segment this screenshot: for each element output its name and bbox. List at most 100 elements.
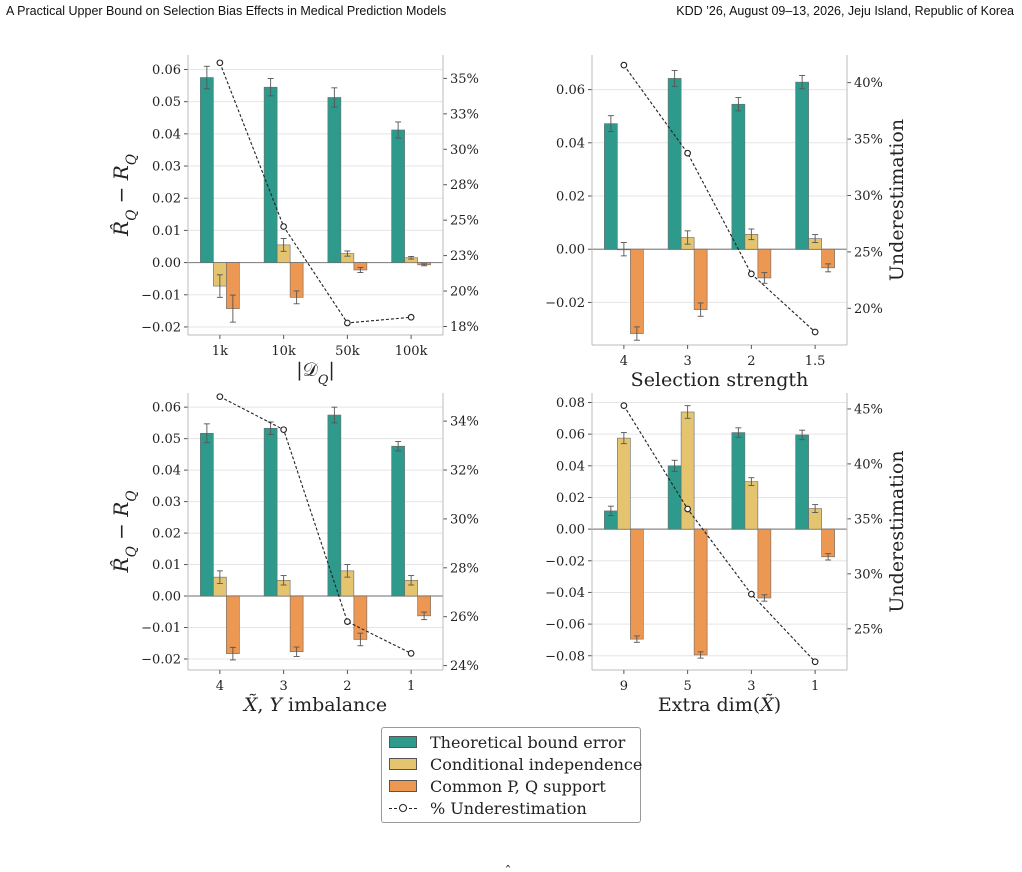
underestimation-point (748, 590, 755, 598)
y-tick-label: 0.04 (152, 127, 181, 142)
y-tick-label: 0.02 (556, 491, 585, 506)
y-axis-label: R̂Q − RQ (109, 154, 140, 237)
y2-tick-label: 20% (854, 302, 883, 317)
y-tick-label: 0.04 (556, 136, 585, 151)
y2-tick-label: 40% (854, 457, 883, 472)
y2-tick-label: 45% (854, 402, 883, 417)
underestimation-point (280, 426, 287, 434)
legend-line-marker-icon (389, 802, 417, 814)
x-tick-label: 1 (407, 679, 415, 694)
underestimation-line (219, 396, 412, 654)
bar (757, 528, 772, 599)
bar (604, 123, 618, 250)
chart-panel-4: −0.08 −0.06 −0.04 −0.02 0.00 0.02 0.04 0.06 0.08… (545, 393, 908, 716)
y2-tick-label: 30% (450, 512, 479, 527)
y2-tick-label: 24% (450, 659, 479, 674)
legend-item-conditional: Conditional independence (382, 753, 642, 775)
x-tick-label: 10k (271, 344, 296, 359)
bar (630, 528, 644, 640)
x-tick-label: 5 (683, 679, 691, 694)
y-tick-label: 0.00 (152, 590, 181, 605)
bar (327, 414, 342, 597)
x-axis-label: Extra dim(X̃) (658, 694, 781, 716)
x-tick-label: 3 (279, 679, 287, 694)
underestimation-line (219, 62, 412, 324)
y2-tick-label: 40% (854, 76, 883, 91)
legend-swatch-theoretical (389, 736, 417, 748)
figure-legend: Theoretical bound error Conditional inde… (381, 727, 642, 823)
y2-tick-label: 28% (450, 178, 479, 193)
bar (200, 77, 214, 263)
y-tick-label: −0.08 (545, 649, 585, 664)
chart-panel-1: −0.02 −0.01 0.00 0.01 0.02 0.03 0.04 0.05 0.06 18… (109, 55, 479, 388)
bar (795, 81, 809, 250)
bar (200, 432, 214, 597)
underestimation-point (620, 402, 628, 409)
chart-panel-3: −0.02−0.010.000.010.020.030.040.050.0624… (109, 393, 479, 716)
y2-tick-label: 34% (450, 415, 479, 430)
y2-tick-label: 18% (450, 320, 479, 335)
underestimation-line (623, 405, 816, 663)
y2-tick-label: 35% (854, 512, 883, 527)
bar (744, 481, 759, 530)
chart-panel-2: −0.02 0.00 0.02 0.04 0.06 20% 25% 30% 35% 40% 4 3 2 1… (545, 55, 908, 391)
y2-tick-label: 23% (450, 249, 479, 264)
x-tick-label: 1 (811, 679, 819, 694)
y2-tick-label: 30% (854, 189, 883, 204)
y2-tick-label: 32% (450, 464, 479, 479)
underestimation-point (748, 270, 755, 278)
bar (391, 129, 405, 263)
y-tick-label: −0.01 (141, 288, 181, 303)
y-tick-label: 0.00 (152, 256, 181, 271)
underestimation-point (407, 650, 415, 657)
y-tick-label: 0.02 (556, 190, 585, 205)
bar (667, 78, 682, 250)
y2-tick-label: 28% (450, 561, 479, 576)
legend-label: % Underestimation (430, 798, 587, 818)
underestimation-point (344, 618, 351, 625)
y-tick-label: 0.01 (152, 224, 181, 239)
bar (630, 248, 644, 334)
y-tick-label: −0.02 (141, 652, 181, 667)
bar (263, 86, 278, 263)
y-tick-label: 0.05 (152, 432, 181, 447)
y-tick-label: 0.05 (152, 95, 181, 110)
legend-label: Theoretical bound error (430, 732, 626, 752)
y2-tick-label: 30% (450, 143, 479, 158)
bar (391, 445, 405, 597)
bar (731, 432, 746, 530)
bar (289, 595, 304, 653)
y-tick-label: 0.02 (152, 527, 181, 542)
legend-item-underestimation: % Underestimation (382, 797, 587, 819)
y2-tick-label: 35% (450, 72, 479, 87)
y2-axis-label: Underestimation (886, 119, 908, 281)
y-tick-label: 0.04 (152, 464, 181, 479)
y2-tick-label: 25% (854, 622, 883, 637)
underestimation-point (684, 505, 691, 513)
underestimation-point (811, 328, 819, 336)
x-tick-label: 2 (343, 679, 351, 694)
y2-tick-label: 33% (450, 107, 479, 122)
y-tick-label: 0.00 (556, 523, 585, 538)
x-tick-label: 3 (747, 679, 755, 694)
y-tick-label: 0.01 (152, 558, 181, 573)
y-tick-label: 0.06 (152, 401, 181, 416)
x-axis-label: Selection strength (631, 369, 809, 391)
bar (226, 595, 240, 654)
bar (821, 528, 835, 558)
y-tick-label: −0.06 (545, 618, 585, 633)
running-header-venue: KDD ’26, August 09–13, 2026, Jeju Island… (676, 4, 1014, 18)
x-tick-label: 3 (683, 354, 691, 369)
underestimation-point (684, 149, 691, 157)
x-tick-label: 100k (395, 344, 428, 359)
y-tick-label: 0.03 (152, 160, 181, 175)
legend-swatch-support (389, 780, 417, 792)
y-tick-label: −0.02 (141, 320, 181, 335)
y-tick-label: 0.06 (152, 63, 181, 78)
bar (693, 528, 708, 656)
y2-tick-label: 20% (450, 285, 479, 300)
bar (667, 465, 682, 530)
underestimation-point (280, 223, 287, 230)
underestimation-point (620, 61, 628, 69)
